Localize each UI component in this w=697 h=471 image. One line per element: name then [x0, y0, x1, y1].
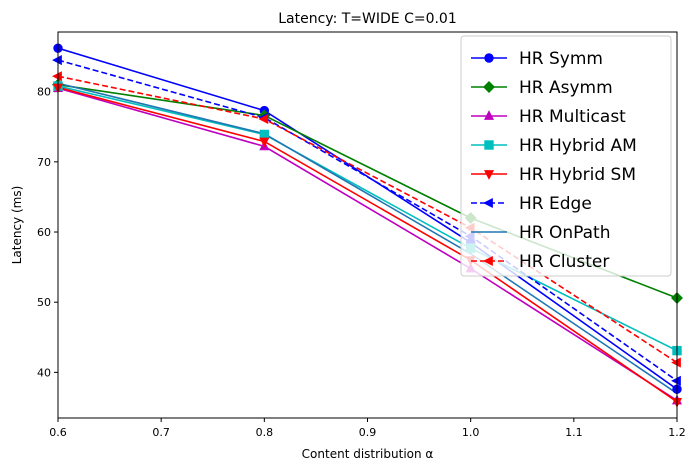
x-tick-label: 0.9: [359, 426, 377, 439]
legend-label: HR Symm: [519, 49, 603, 69]
legend-label: HR Asymm: [519, 78, 613, 98]
y-tick-label: 50: [37, 296, 51, 309]
legend-marker: [483, 110, 495, 120]
y-tick-label: 70: [37, 156, 51, 169]
series-line-hr-cluster: [58, 75, 677, 364]
legend-item-hr-asymm: HR Asymm: [471, 78, 613, 98]
x-axis-ticks: 0.6 0.7 0.8 0.9 1.0 1.1 1.2: [49, 418, 686, 439]
x-tick-label: 0.6: [49, 426, 67, 439]
y-tick-label: 80: [37, 86, 51, 99]
x-tick-label: 1.2: [668, 426, 686, 439]
data-point-hr-cluster: [258, 114, 269, 125]
legend-label: HR Hybrid AM: [519, 136, 637, 156]
y-axis-title: Latency (ms): [10, 186, 24, 265]
chart-title: Latency: T=WIDE C=0.01: [278, 11, 457, 27]
legend-marker: [484, 53, 494, 63]
legend-label: HR OnPath: [519, 223, 611, 243]
x-tick-label: 0.8: [256, 426, 274, 439]
x-tick-label: 0.7: [152, 426, 170, 439]
x-axis-title: Content distribution α: [302, 447, 434, 461]
legend-box: [460, 35, 672, 277]
legend-marker: [483, 197, 493, 209]
legend-item-hr-hybrid-am: HR Hybrid AM: [471, 136, 637, 156]
data-point-hr-cluster: [671, 357, 681, 368]
legend-label: HR Edge: [519, 194, 592, 214]
data-point-hr-hybrid-am: [259, 129, 270, 140]
legend-marker: [483, 170, 495, 180]
plot-frame: [57, 31, 678, 419]
series-line-hr-onpath: [58, 82, 677, 395]
legend-marker: [484, 140, 494, 150]
x-tick-label: 1.0: [462, 426, 480, 439]
x-tick-label: 1.1: [565, 426, 583, 439]
series-line-hr-multicast: [58, 87, 677, 402]
legend-item-hr-multicast: HR Multicast: [471, 107, 626, 127]
series-line-hr-hybrid-sm: [58, 86, 677, 403]
legend-label: HR Hybrid SM: [519, 165, 636, 185]
data-point-hr-hybrid-sm: [259, 137, 270, 148]
legend-label: HR Multicast: [519, 107, 626, 127]
legend-marker: [483, 255, 493, 267]
y-tick-label: 40: [37, 366, 51, 379]
legend-item-hr-hybrid-sm: HR Hybrid SM: [471, 165, 636, 185]
legend-item-hr-symm: HR Symm: [471, 49, 603, 69]
data-point-hr-edge: [52, 55, 62, 66]
legend-item-hr-cluster: HR Cluster: [471, 252, 609, 272]
legend-label: HR Cluster: [519, 252, 609, 272]
series-line-hr-edge: [58, 59, 677, 382]
legend-item-hr-onpath: HR OnPath: [471, 223, 611, 243]
y-axis-ticks: 40 50 60 70 80: [37, 86, 58, 379]
series-line-hr-hybrid-am: [58, 85, 677, 352]
legend: HR Symm HR Asymm HR Multicast HR Hybrid AM H…: [460, 35, 672, 277]
y-tick-label: 60: [37, 226, 51, 239]
legend-item-hr-edge: HR Edge: [471, 194, 592, 214]
data-point-hr-cluster: [52, 71, 62, 82]
data-point-hr-edge: [671, 375, 681, 386]
legend-marker: [483, 81, 495, 93]
